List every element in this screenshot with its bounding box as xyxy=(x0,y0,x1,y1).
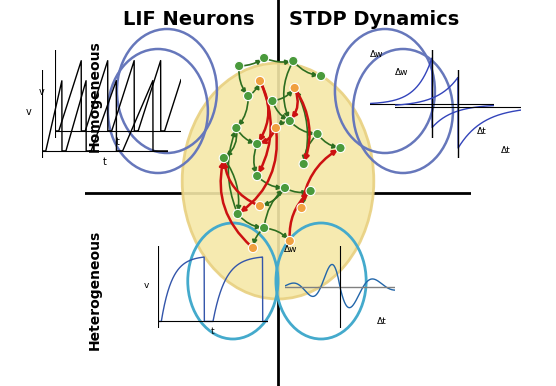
Circle shape xyxy=(232,124,241,133)
Circle shape xyxy=(313,129,322,139)
Circle shape xyxy=(235,61,244,71)
Circle shape xyxy=(260,53,269,63)
Text: LIF Neurons: LIF Neurons xyxy=(123,10,255,29)
Text: Δw: Δw xyxy=(395,68,408,77)
Circle shape xyxy=(244,91,253,101)
Text: t: t xyxy=(211,327,215,336)
Circle shape xyxy=(285,236,295,245)
Circle shape xyxy=(285,116,295,125)
Circle shape xyxy=(336,143,345,152)
Text: Δt: Δt xyxy=(377,317,386,326)
Text: t: t xyxy=(103,157,107,167)
Text: v: v xyxy=(26,107,32,117)
Circle shape xyxy=(255,201,265,211)
Circle shape xyxy=(299,159,309,169)
Circle shape xyxy=(290,83,299,93)
Text: STDP Dynamics: STDP Dynamics xyxy=(289,10,460,29)
Circle shape xyxy=(280,183,290,193)
Text: v: v xyxy=(39,87,45,97)
Text: t: t xyxy=(116,137,120,147)
Circle shape xyxy=(271,124,281,133)
Text: Heterogeneous: Heterogeneous xyxy=(88,229,102,350)
Circle shape xyxy=(252,139,262,149)
Text: Homogeneous: Homogeneous xyxy=(88,41,102,152)
Ellipse shape xyxy=(182,63,374,299)
Circle shape xyxy=(255,76,265,86)
Circle shape xyxy=(316,71,326,81)
Circle shape xyxy=(233,209,242,218)
Circle shape xyxy=(260,223,269,233)
Circle shape xyxy=(297,203,306,213)
Circle shape xyxy=(289,56,298,66)
Text: Δw: Δw xyxy=(284,245,297,254)
Circle shape xyxy=(219,153,229,163)
Text: Δt: Δt xyxy=(501,146,511,155)
Circle shape xyxy=(306,186,315,196)
Text: v: v xyxy=(144,281,149,290)
Text: Δt: Δt xyxy=(476,127,486,136)
Circle shape xyxy=(249,243,257,252)
Circle shape xyxy=(252,171,262,181)
Circle shape xyxy=(268,96,277,106)
Text: Δw: Δw xyxy=(369,50,383,59)
